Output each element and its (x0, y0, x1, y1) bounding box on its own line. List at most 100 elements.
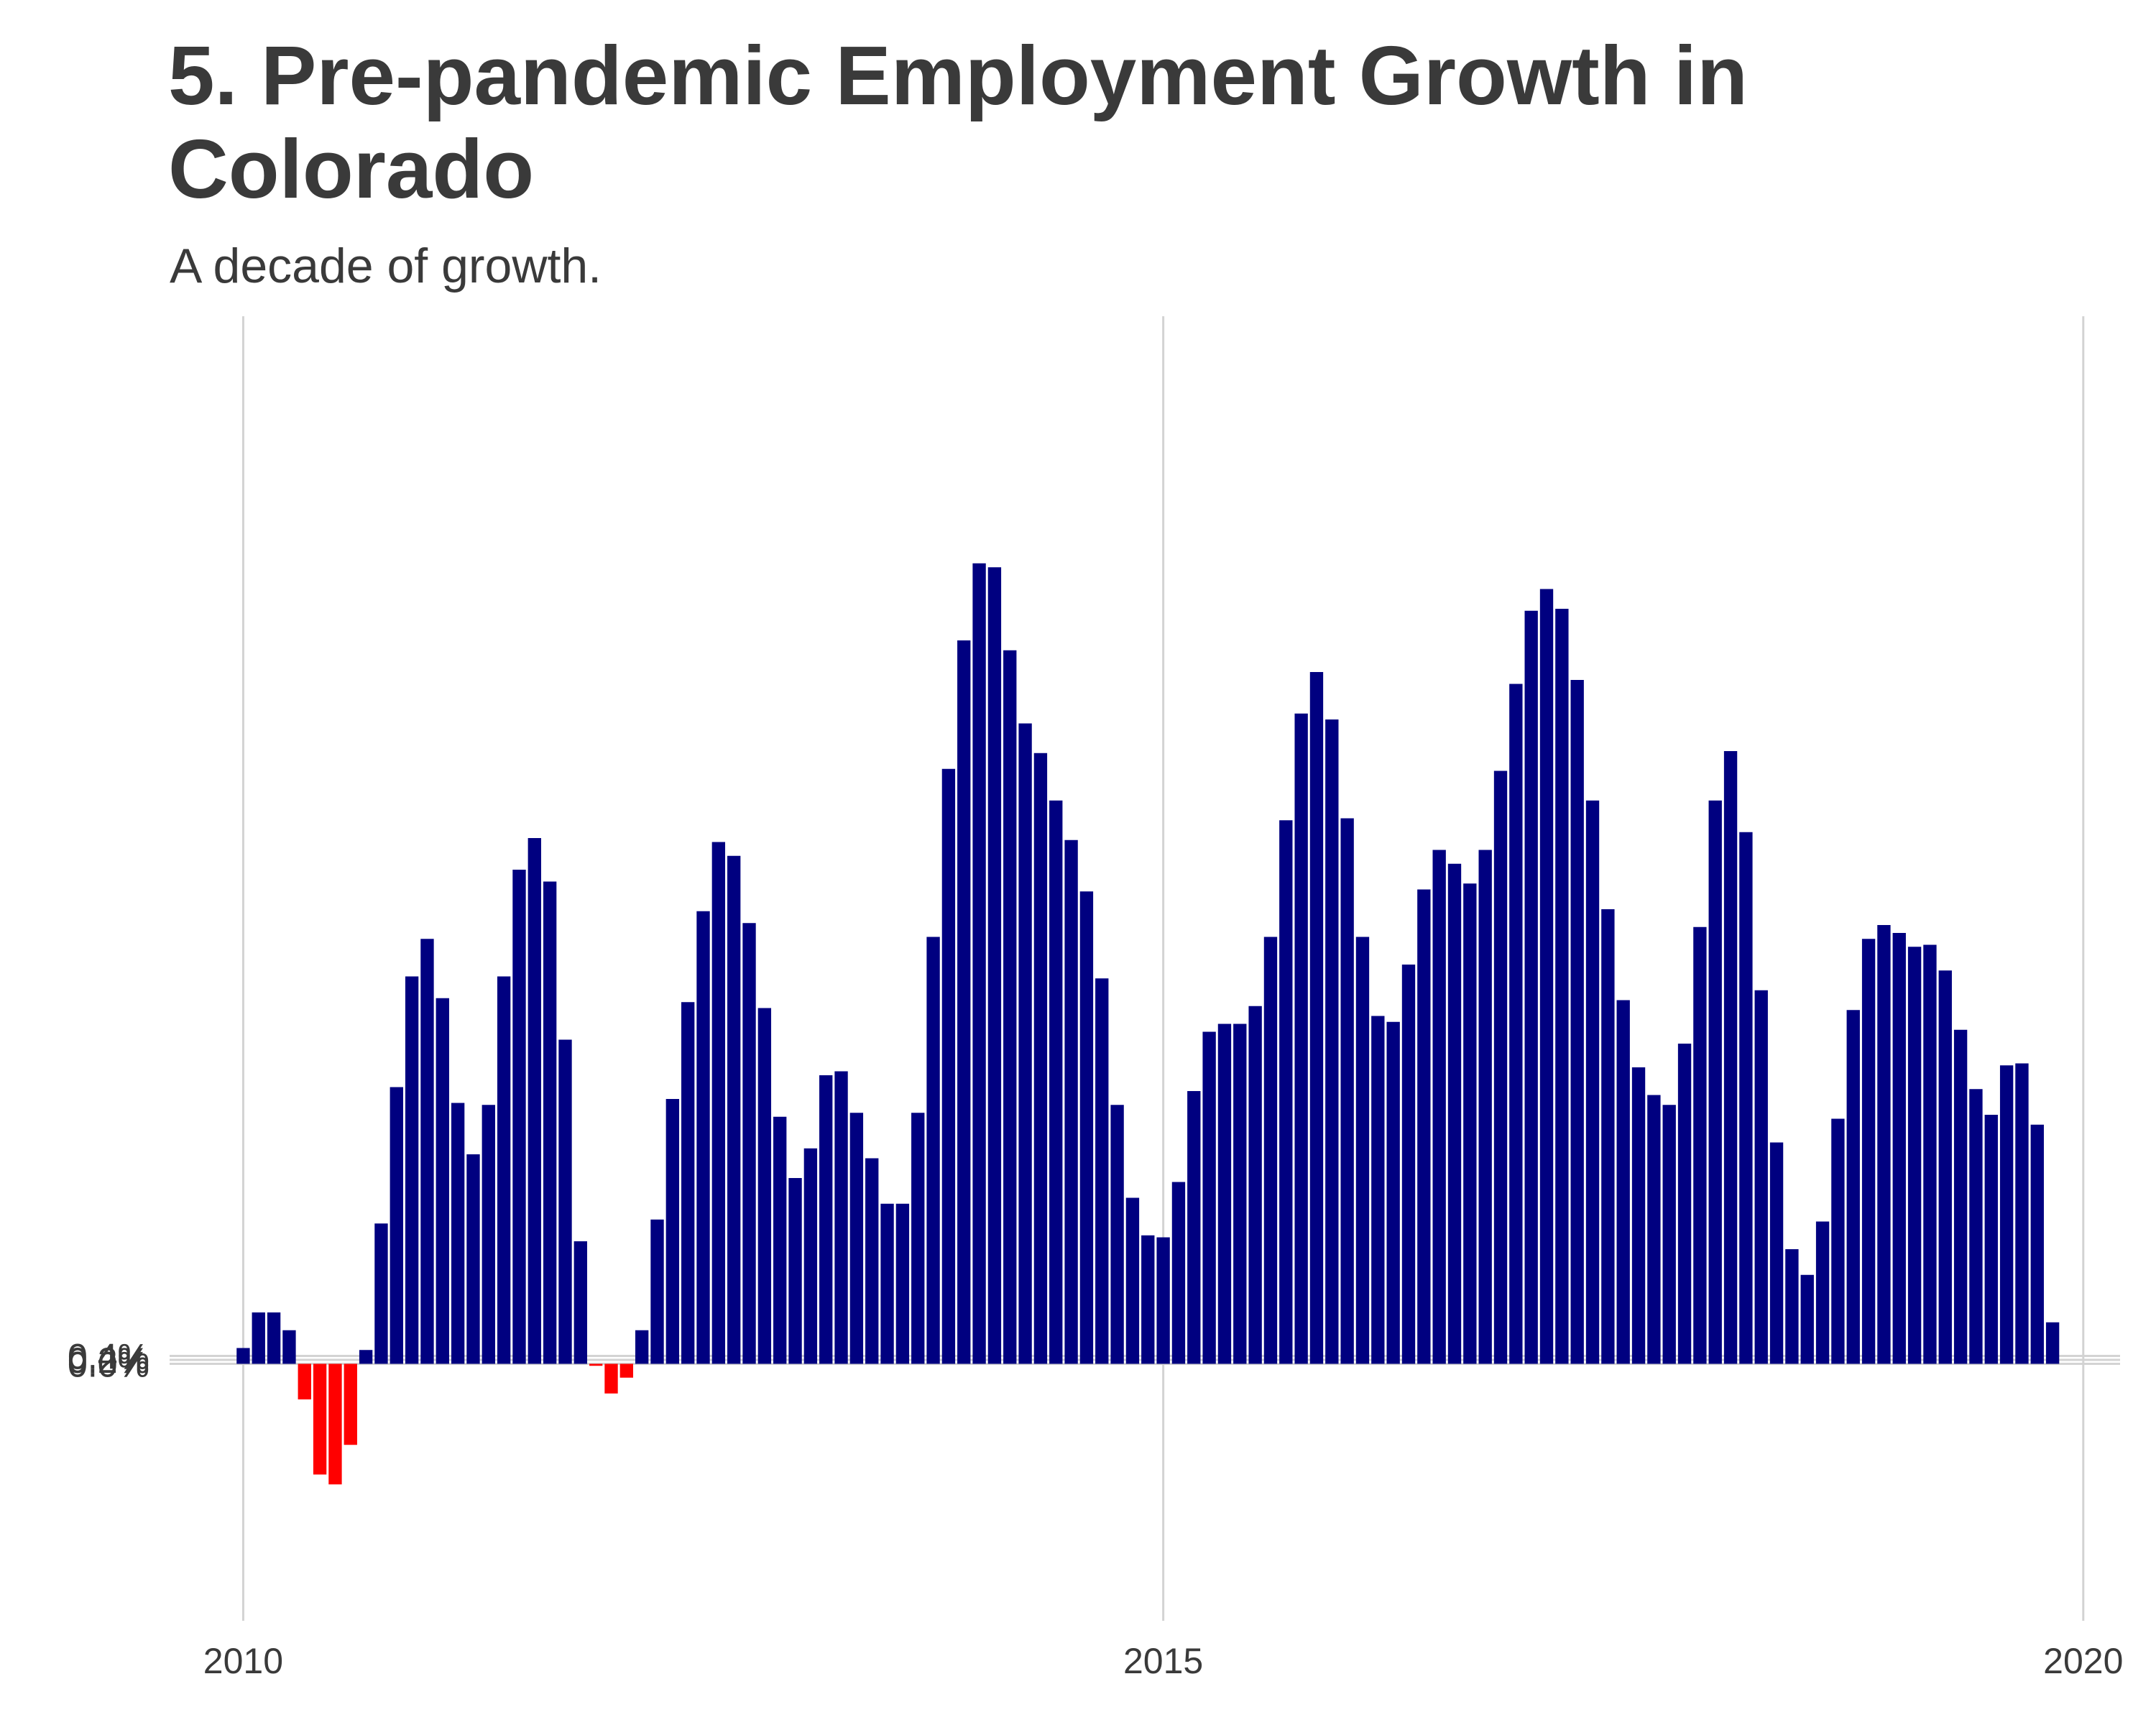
bar (727, 855, 741, 1364)
bar (1187, 1091, 1201, 1364)
bar (1202, 1031, 1216, 1364)
bar (1233, 1024, 1247, 1364)
bar (1739, 832, 1753, 1364)
x-tick-label: 2010 (203, 1641, 283, 1681)
bar (865, 1158, 879, 1364)
bar (451, 1103, 465, 1364)
bar (558, 1039, 572, 1364)
bar (405, 976, 419, 1364)
bar (1938, 970, 1952, 1364)
bar (1033, 753, 1048, 1364)
bar (1110, 1105, 1124, 1364)
bar (2030, 1124, 2044, 1364)
bar (252, 1312, 265, 1364)
bar (834, 1071, 848, 1364)
bar (390, 1087, 403, 1364)
bar (757, 1008, 772, 1364)
grid-lines (170, 316, 2120, 1621)
bar (1463, 883, 1477, 1364)
bar (941, 768, 956, 1364)
bar (1831, 1118, 1845, 1364)
bar (1631, 1067, 1646, 1364)
bar (313, 1363, 327, 1475)
bar (1923, 944, 1937, 1364)
bar (1815, 1221, 1830, 1364)
bar (619, 1363, 633, 1378)
bar (1478, 850, 1492, 1364)
bar (604, 1363, 618, 1394)
bar (328, 1363, 342, 1485)
bar (420, 939, 434, 1364)
y-axis-tick-labels: 0.0%0.2%0.4% (68, 1337, 149, 1385)
bar (2045, 1322, 2060, 1364)
bar (1141, 1235, 1155, 1364)
bar (1125, 1197, 1140, 1364)
x-axis-tick-labels: 2010 2015 2020 (203, 1641, 2124, 1681)
bar (650, 1219, 664, 1364)
bar (1892, 933, 1906, 1364)
bar (1401, 965, 1416, 1364)
bar (482, 1105, 495, 1364)
y-tick-label: 0.0% (68, 1345, 149, 1385)
bar (1432, 850, 1446, 1364)
bar (1355, 937, 1370, 1364)
bar (1693, 926, 1707, 1364)
bar (1064, 840, 1078, 1364)
bar (1877, 925, 1891, 1364)
bar (635, 1330, 649, 1364)
bar (1907, 947, 1922, 1364)
bar (926, 937, 940, 1364)
bar (987, 567, 1002, 1364)
bar (1754, 990, 1768, 1364)
bar (512, 870, 526, 1364)
bar (1570, 680, 1584, 1364)
bar (1846, 1010, 1860, 1364)
bar (1800, 1274, 1814, 1364)
bar (803, 1148, 818, 1364)
bar (849, 1113, 864, 1364)
bar (1509, 684, 1523, 1364)
bar (1785, 1249, 1799, 1364)
bar (681, 1002, 695, 1364)
bar (880, 1203, 894, 1364)
bar (1325, 719, 1339, 1364)
bar (1447, 863, 1462, 1364)
bar (1601, 909, 1615, 1364)
bar (1294, 713, 1308, 1364)
bar (282, 1330, 296, 1364)
bar (497, 976, 511, 1364)
bar (1263, 937, 1278, 1364)
bar (1095, 978, 1109, 1364)
bar (711, 842, 726, 1364)
bar (1279, 820, 1293, 1364)
bar (2015, 1063, 2029, 1364)
bar (466, 1154, 480, 1364)
bar (1662, 1105, 1676, 1364)
bar (665, 1099, 680, 1364)
bar (573, 1241, 587, 1364)
bar (1647, 1095, 1661, 1364)
chart-subtitle: A decade of growth. (170, 239, 602, 293)
bar (267, 1312, 281, 1364)
bar (1079, 891, 1094, 1364)
bar (1049, 800, 1063, 1364)
bar (298, 1363, 311, 1399)
bar (1723, 751, 1738, 1364)
y-tick-label: 0.4% (68, 1337, 149, 1377)
bar (1539, 589, 1554, 1364)
bar (1861, 939, 1876, 1364)
bar (1156, 1237, 1170, 1364)
bar (344, 1363, 357, 1445)
bar (1555, 609, 1569, 1364)
bar (788, 1178, 802, 1364)
bar (543, 881, 557, 1364)
bar (1708, 800, 1722, 1364)
bar (1340, 818, 1354, 1364)
bar (1984, 1115, 1998, 1364)
x-tick-label: 2020 (2043, 1641, 2123, 1681)
bar (1371, 1016, 1385, 1364)
bar (1248, 1006, 1262, 1364)
bar (1493, 770, 1508, 1364)
bar (1769, 1142, 1784, 1364)
